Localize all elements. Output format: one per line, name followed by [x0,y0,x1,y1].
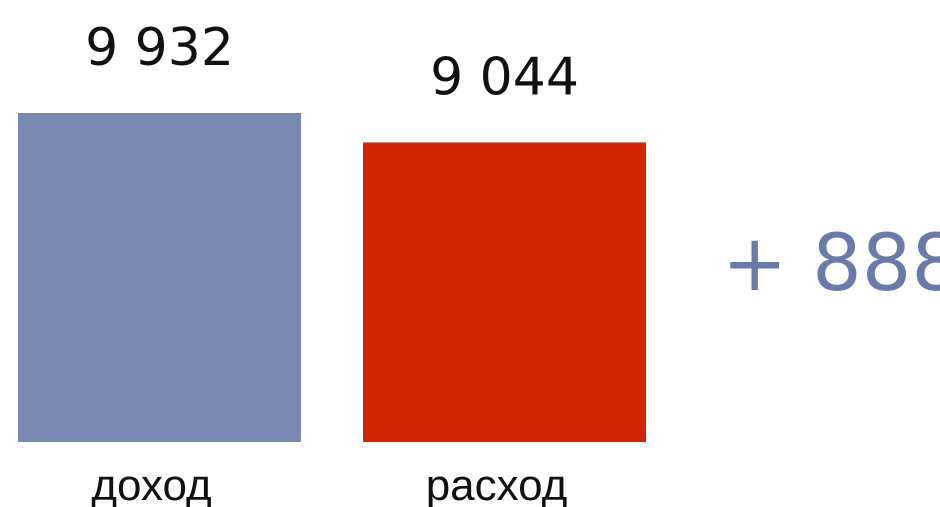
category-label-expense: расход [426,461,568,507]
category-label-income: доход [91,461,211,507]
bar-income [18,113,301,442]
value-label-expense: 9 044 [430,47,579,107]
value-labels-group: 9 932 9 044 [85,18,579,107]
difference-label: + 888 [722,219,940,309]
category-labels-group: доход расход [91,461,567,507]
bar-expense [363,142,646,442]
value-label-income: 9 932 [85,18,234,78]
bars-group [18,113,646,442]
